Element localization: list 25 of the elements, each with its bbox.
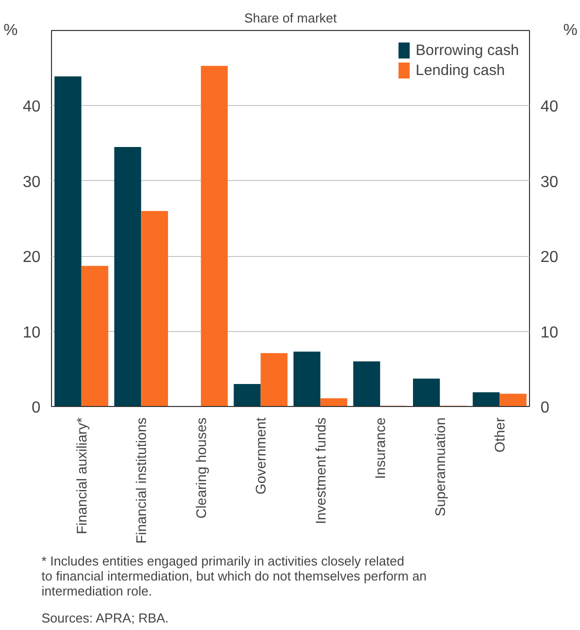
y2-tick-label: 0 (540, 400, 550, 416)
y-tick-label: 10 (22, 324, 41, 342)
text: * Includes entities engaged primarily in activities closely related to financial intermediation, but which do not themselves perform an intermediation role. (42, 554, 427, 598)
x-tick-label: Other (492, 417, 508, 453)
y-tick-label: 20 (22, 249, 41, 266)
y-tick-label: 0 (32, 400, 41, 416)
y2-tick-label: 20 (540, 249, 558, 266)
y-tick-label: 30 (22, 174, 41, 191)
y2-tick-label: 30 (540, 174, 558, 191)
y-tick-label: 40 (22, 98, 41, 116)
legend-label: Lending cash (416, 61, 505, 79)
y2-tick-label: 40 (540, 98, 558, 116)
x-tick-label: Superannuation (432, 417, 448, 516)
x-tick-label: Investment funds (312, 417, 328, 524)
y2-tick-label: 10 (540, 324, 558, 342)
legend-label: Borrowing cash (416, 41, 519, 59)
source-note: Sources: APRA; RBA. (42, 610, 169, 626)
x-tick-label: Insurance (372, 417, 388, 479)
x-tick-label: Clearing houses (192, 418, 209, 519)
y-axis-title: % (3, 22, 18, 39)
x-tick-label: Financial auxiliary* (73, 416, 90, 534)
x-tick-label: Financial institutions (133, 418, 150, 544)
chart-title: Share of market (244, 10, 338, 26)
y2-axis-title: % (563, 22, 578, 39)
x-tick-label: Government (252, 417, 269, 495)
